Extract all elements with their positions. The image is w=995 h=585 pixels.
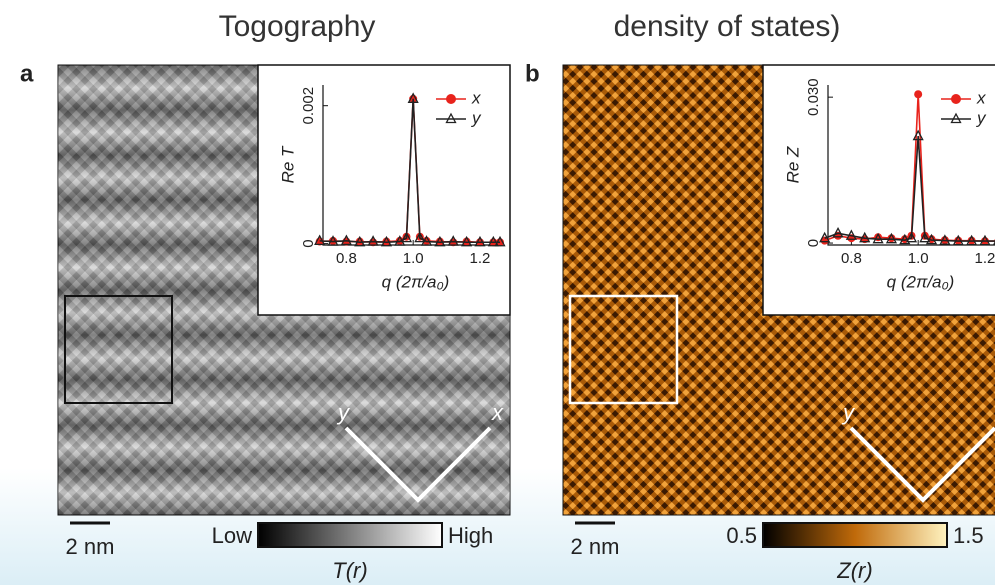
figure: Togography density of states) axy2 nmLow… (0, 0, 995, 585)
legend-label: x (976, 88, 986, 107)
colorbar-low: 0.5 (726, 523, 757, 548)
panel-title: density of states) (614, 10, 841, 43)
colorbar-high: 1.5 (953, 523, 984, 548)
x-tick-label: 1.0 (403, 250, 424, 267)
x-tick-label: 1.2 (975, 250, 995, 267)
legend-label: y (976, 108, 987, 127)
x-tick-label: 0.8 (841, 250, 862, 267)
x-tick-label: 1.0 (908, 250, 929, 267)
y-axis-label: Re T (278, 145, 297, 183)
colorbar-high: High (448, 523, 493, 548)
data-point (914, 90, 922, 98)
inset-panel (763, 65, 995, 315)
scale-bar-label: 2 nm (66, 534, 115, 559)
colorbar (763, 523, 947, 547)
x-tick-label: 0.8 (336, 250, 357, 267)
y-tick-label: 0 (805, 239, 822, 247)
legend-label: x (471, 88, 481, 107)
colorbar (258, 523, 442, 547)
y-tick-label: 0.030 (805, 78, 822, 116)
colorbar-label: Z(r) (836, 558, 872, 583)
y-tick-label: 0.002 (300, 87, 317, 125)
legend-marker (446, 94, 456, 104)
x-tick-label: 1.2 (470, 250, 491, 267)
page: {"header": {"titles": ["Togography", "de… (0, 0, 995, 585)
colorbar-label: T(r) (332, 558, 367, 583)
scale-bar-label: 2 nm (571, 534, 620, 559)
legend-label: y (471, 108, 482, 127)
direction-label: y (841, 400, 856, 425)
direction-label: y (336, 400, 351, 425)
legend-marker (951, 94, 961, 104)
colorbar-low: Low (212, 523, 252, 548)
panel-letter: a (20, 60, 34, 87)
y-axis-label: Re Z (783, 146, 802, 183)
direction-label: x (491, 400, 504, 425)
x-axis-label: q (2π/a₀) (382, 272, 450, 291)
y-tick-label: 0 (300, 239, 317, 247)
panel-letter: b (525, 60, 540, 87)
panel-title: Togography (219, 10, 376, 43)
x-axis-label: q (2π/a₀) (887, 272, 955, 291)
